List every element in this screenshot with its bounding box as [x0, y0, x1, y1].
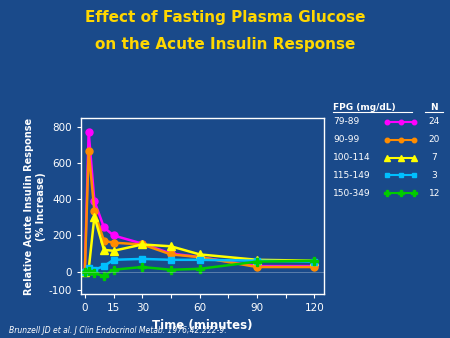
Text: 150-349: 150-349	[333, 189, 371, 198]
Text: 20: 20	[428, 135, 440, 144]
Text: 90-99: 90-99	[333, 135, 359, 144]
Text: 7: 7	[432, 153, 437, 162]
Text: N: N	[431, 103, 438, 112]
Text: on the Acute Insulin Response: on the Acute Insulin Response	[95, 37, 355, 52]
Text: 79-89: 79-89	[333, 117, 359, 126]
Text: Effect of Fasting Plasma Glucose: Effect of Fasting Plasma Glucose	[85, 10, 365, 25]
Text: Brunzell JD et al. J Clin Endocrinol Metab. 1976;42:222-9.: Brunzell JD et al. J Clin Endocrinol Met…	[9, 325, 227, 335]
Text: 3: 3	[432, 171, 437, 180]
Text: 100-114: 100-114	[333, 153, 371, 162]
Text: 115-149: 115-149	[333, 171, 371, 180]
Text: 12: 12	[428, 189, 440, 198]
Text: FPG (mg/dL): FPG (mg/dL)	[333, 103, 396, 112]
Text: 24: 24	[428, 117, 440, 126]
X-axis label: Time (minutes): Time (minutes)	[152, 319, 253, 332]
Y-axis label: Relative Acute Insulin Response
(% Increase): Relative Acute Insulin Response (% Incre…	[24, 118, 46, 295]
